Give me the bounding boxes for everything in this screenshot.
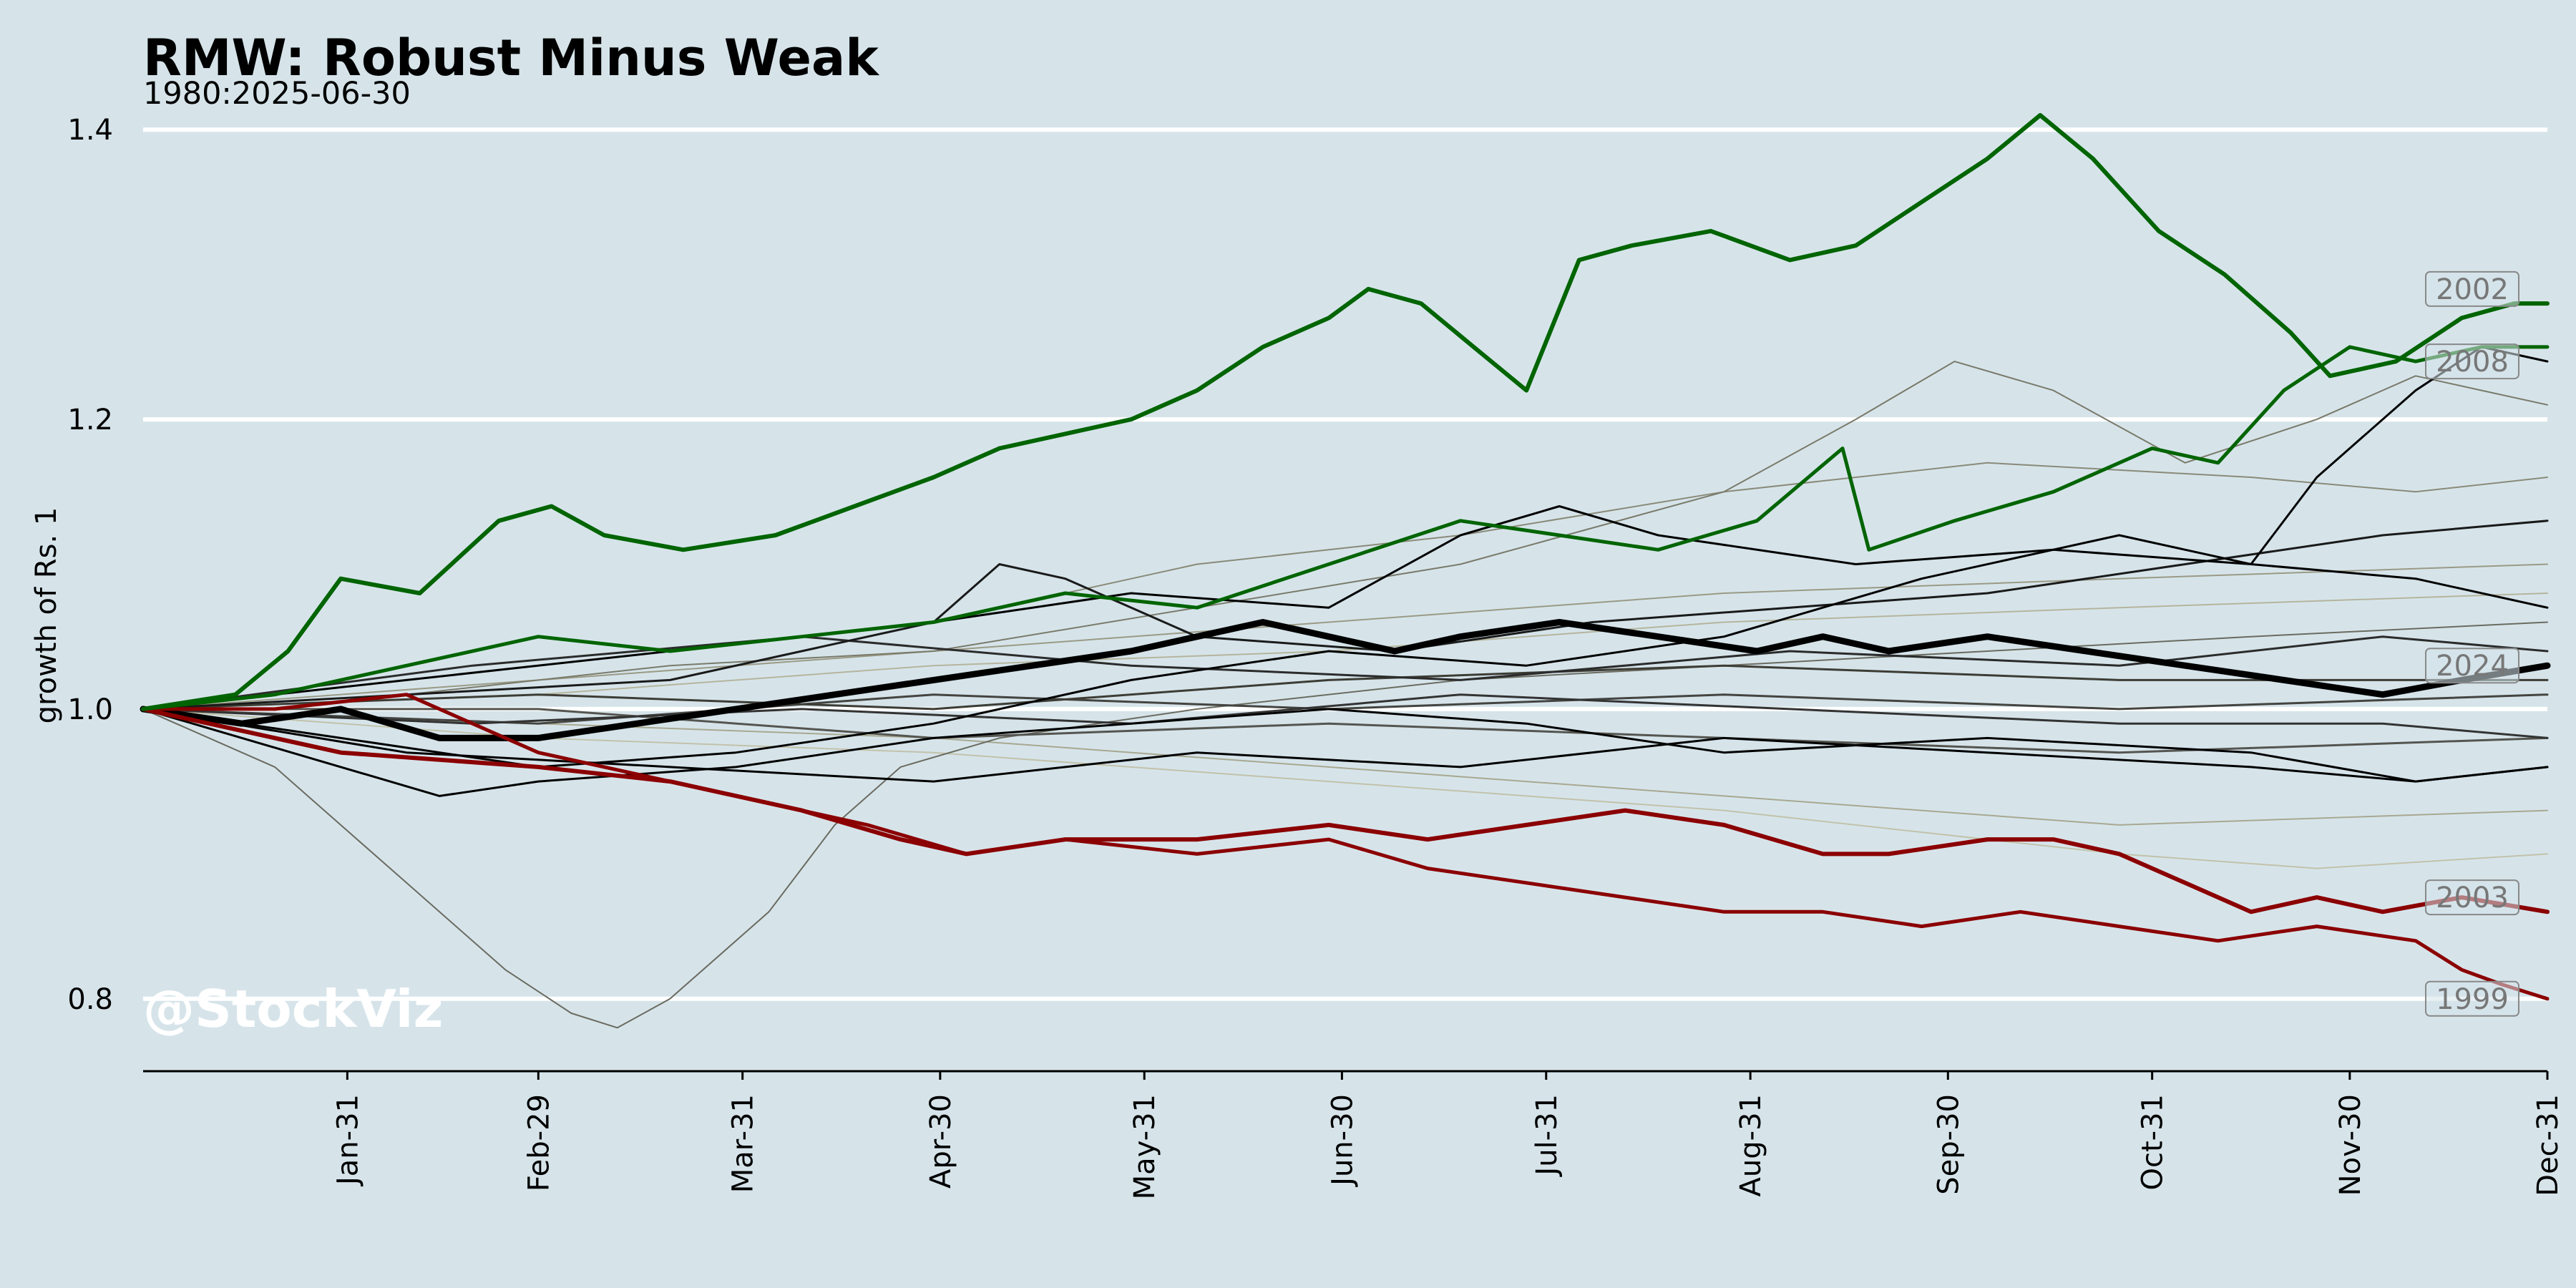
series-line-1999: [141, 693, 2550, 1001]
x-tick-label: Dec-31: [2532, 1094, 2565, 1196]
chart-title: RMW: Robust Minus Weak: [143, 29, 879, 87]
x-tick-label: Feb-29: [522, 1094, 555, 1191]
y-tick-label: 1.0: [67, 693, 113, 726]
year-label-box: [2425, 270, 2519, 307]
year-label: 2024: [2436, 650, 2509, 683]
series-line-2024: [140, 619, 2551, 741]
series-line: [142, 708, 2549, 797]
x-tick-label: Aug-31: [1735, 1094, 1767, 1196]
x-tick-label: Mar-31: [727, 1094, 760, 1193]
y-tick-label: 0.8: [67, 983, 113, 1016]
year-label-box: [2425, 879, 2519, 916]
x-tick-label: Sep-30: [1932, 1094, 1965, 1195]
y-tick-label: 1.4: [67, 114, 113, 147]
series-line: [142, 693, 2549, 739]
series-line: [142, 708, 2548, 869]
year-label-box: [2425, 980, 2519, 1017]
x-tick-label: Jan-31: [331, 1094, 364, 1187]
x-tick-label: Nov-30: [2334, 1094, 2367, 1196]
series-line: [142, 635, 2549, 711]
series-line-2003: [141, 706, 2550, 914]
year-label: 2008: [2436, 346, 2509, 379]
series-line: [142, 664, 2549, 711]
x-tick-label: May-31: [1128, 1094, 1161, 1199]
series-line-2002: [141, 113, 2550, 711]
x-tick-label: Jun-30: [1326, 1094, 1359, 1188]
series-line: [142, 708, 2549, 754]
year-label: 2002: [2436, 273, 2509, 306]
y-axis-label: growth of Rs. 1: [30, 507, 63, 724]
watermark: @StockViz: [143, 979, 443, 1039]
series-year-labels: 2002 2008 2003 1999 2024: [2425, 270, 2519, 1017]
year-label: 1999: [2436, 983, 2509, 1016]
series-lines: [140, 113, 2551, 1029]
series-line: [142, 621, 2548, 1029]
year-label-box: [2425, 648, 2519, 684]
x-tick-label: Oct-31: [2137, 1094, 2170, 1191]
year-label: 2003: [2436, 882, 2509, 914]
series-line-2008: [141, 345, 2550, 711]
series-line: [142, 519, 2549, 711]
x-tick-label: Jul-31: [1531, 1094, 1563, 1178]
x-axis: Jan-31 Feb-29 Mar-31 Apr-30 May-31 Jun-30 Jul-…: [143, 1070, 2565, 1199]
y-axis: 0.8 1.0 1.2 1.4: [67, 114, 113, 1016]
x-tick-label: Apr-30: [924, 1094, 957, 1189]
year-label-box: [2425, 343, 2519, 380]
series-line: [142, 346, 2549, 769]
y-tick-label: 1.2: [67, 404, 113, 436]
chart-subtitle: 1980:2025-06-30: [143, 76, 411, 112]
